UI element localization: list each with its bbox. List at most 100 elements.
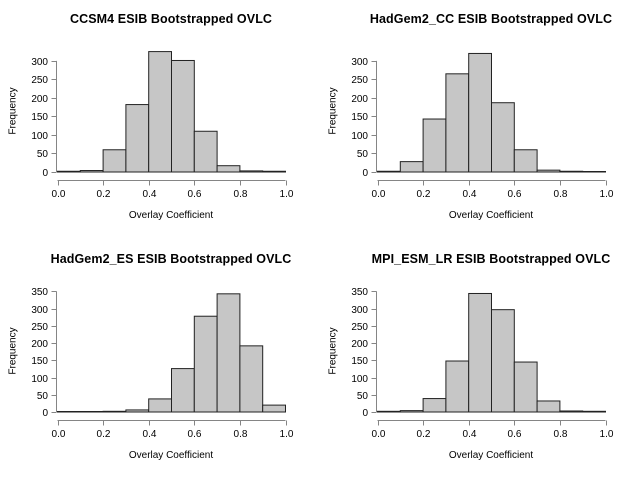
y-axis-title: Frequency (327, 327, 339, 375)
histogram-bar (216, 165, 241, 173)
histogram-plot-mpi-esm-lr: 0 50 100 150 200 250 300 350 0.0 0.2 0.4 0.6 0.8 1.0 (351, 287, 614, 440)
x-tick-label: 0.6 (508, 429, 522, 440)
histogram-bar (79, 411, 104, 413)
x-tick-label: 0.8 (554, 189, 568, 200)
chart-title: MPI_ESM_LR ESIB Bootstrapped OVLC (371, 252, 611, 266)
x-axis-title: Overlay Coefficient (128, 210, 214, 221)
histogram-bar (377, 410, 401, 413)
x-tick-label: 0.4 (143, 429, 157, 440)
histogram-bar (536, 169, 561, 173)
histogram-bar (399, 410, 424, 413)
histogram-panel-hadgem2-cc: 0 50 100 150 200 250 300 0.0 0.2 0.4 0.6 0.8 1.0 Had… (320, 0, 640, 240)
chart-title: CCSM4 ESIB Bootstrapped OVLC (69, 12, 273, 26)
histogram-bar (582, 171, 607, 173)
x-tick-label: 0.0 (52, 429, 66, 440)
histogram-panel-ccsm4: 0 50 100 150 200 250 300 0.0 0.2 0.4 0.6 0.8 1.0 CCS… (0, 0, 320, 240)
histogram-bar (148, 398, 172, 413)
y-tick-label: 250 (351, 322, 368, 333)
y-tick-label: 50 (37, 149, 49, 160)
y-tick-label: 150 (351, 356, 368, 367)
histogram-bar (57, 411, 81, 413)
x-tick-label: 0.2 (417, 189, 431, 200)
histogram-bar (468, 52, 492, 173)
y-tick-label: 300 (31, 305, 48, 316)
y-tick-label: 200 (351, 339, 368, 350)
y-tick-label: 50 (37, 391, 49, 402)
histogram-panel-mpi-esm-lr: 0 50 100 150 200 250 300 350 0.0 0.2 0.4 0.6 0.8 1.0 … (320, 240, 640, 480)
x-tick-label: 0.6 (188, 429, 202, 440)
x-tick-label: 0.2 (417, 429, 431, 440)
y-tick-label: 50 (357, 149, 369, 160)
y-tick-label: 350 (351, 287, 368, 298)
y-tick-label: 100 (31, 131, 48, 142)
y-axis-title: Frequency (327, 87, 339, 135)
histogram-bar (262, 170, 287, 173)
y-tick-label: 100 (351, 131, 368, 142)
histogram-bar (193, 315, 218, 413)
y-tick-label: 150 (31, 356, 48, 367)
x-tick-label: 0.4 (463, 189, 477, 200)
y-tick-label: 250 (31, 322, 48, 333)
histogram-bar (559, 170, 584, 173)
x-axis-title: Overlay Coefficient (128, 450, 214, 461)
x-tick-label: 0.2 (97, 429, 111, 440)
x-tick-label: 1.0 (600, 189, 614, 200)
histogram-plot-hadgem2-es: 0 50 100 150 200 250 300 350 0.0 0.2 0.4 0.6 0.8 1.0 (31, 287, 294, 440)
y-tick-label: 150 (31, 112, 48, 123)
x-tick-label: 0.0 (372, 189, 386, 200)
histogram-bar (491, 309, 515, 413)
x-tick-label: 0.2 (97, 189, 111, 200)
x-tick-label: 0.8 (234, 189, 248, 200)
x-tick-label: 1.0 (280, 189, 294, 200)
histogram-bar (79, 170, 104, 173)
y-tick-label: 150 (351, 112, 368, 123)
x-tick-label: 0.4 (143, 189, 157, 200)
y-tick-label: 0 (362, 408, 368, 419)
y-tick-label: 50 (357, 391, 369, 402)
histogram-bar (445, 73, 470, 173)
y-tick-label: 350 (31, 287, 48, 298)
histogram-bar (399, 161, 424, 173)
histogram-bar (377, 170, 401, 173)
y-axis-title: Frequency (7, 87, 19, 135)
y-tick-label: 0 (42, 408, 48, 419)
x-tick-label: 0.6 (508, 189, 522, 200)
histogram-bar (148, 51, 172, 173)
histogram-bar (582, 410, 607, 413)
histogram-bar (513, 149, 538, 173)
histogram-bar (513, 361, 538, 413)
y-tick-label: 300 (31, 57, 48, 68)
x-axis-title: Overlay Coefficient (448, 210, 534, 221)
histogram-bar (536, 400, 561, 413)
histogram-bar (491, 102, 515, 173)
chart-title: HadGem2_CC ESIB Bootstrapped OVLC (369, 12, 613, 26)
y-tick-label: 250 (31, 75, 48, 86)
y-tick-label: 0 (42, 168, 48, 179)
histogram-bar (171, 59, 195, 173)
histogram-bar (422, 118, 447, 173)
histogram-bar (125, 409, 150, 413)
x-tick-label: 0.8 (234, 429, 248, 440)
y-tick-label: 300 (351, 305, 368, 316)
x-tick-label: 0.6 (188, 189, 202, 200)
histogram-bar (57, 170, 81, 173)
y-tick-label: 0 (362, 168, 368, 179)
histogram-plot-hadgem2-cc: 0 50 100 150 200 250 300 0.0 0.2 0.4 0.6 0.8 1.0 (351, 52, 614, 200)
histogram-bar (171, 368, 195, 413)
x-tick-label: 1.0 (600, 429, 614, 440)
y-axis-title: Frequency (7, 327, 19, 375)
x-tick-label: 0.0 (372, 429, 386, 440)
histogram-plot-ccsm4: 0 50 100 150 200 250 300 0.0 0.2 0.4 0.6 0.8 1.0 (31, 51, 294, 200)
y-tick-label: 300 (351, 57, 368, 68)
y-tick-label: 250 (351, 75, 368, 86)
histogram-bar (193, 130, 218, 173)
histogram-bar (125, 104, 150, 173)
chart-title: HadGem2_ES ESIB Bootstrapped OVLC (50, 252, 292, 266)
y-tick-label: 100 (351, 374, 368, 385)
x-axis-title: Overlay Coefficient (448, 450, 534, 461)
histogram-bar (102, 410, 127, 413)
histogram-bar (262, 404, 287, 413)
y-tick-label: 200 (351, 94, 368, 105)
histogram-bar (216, 293, 241, 413)
